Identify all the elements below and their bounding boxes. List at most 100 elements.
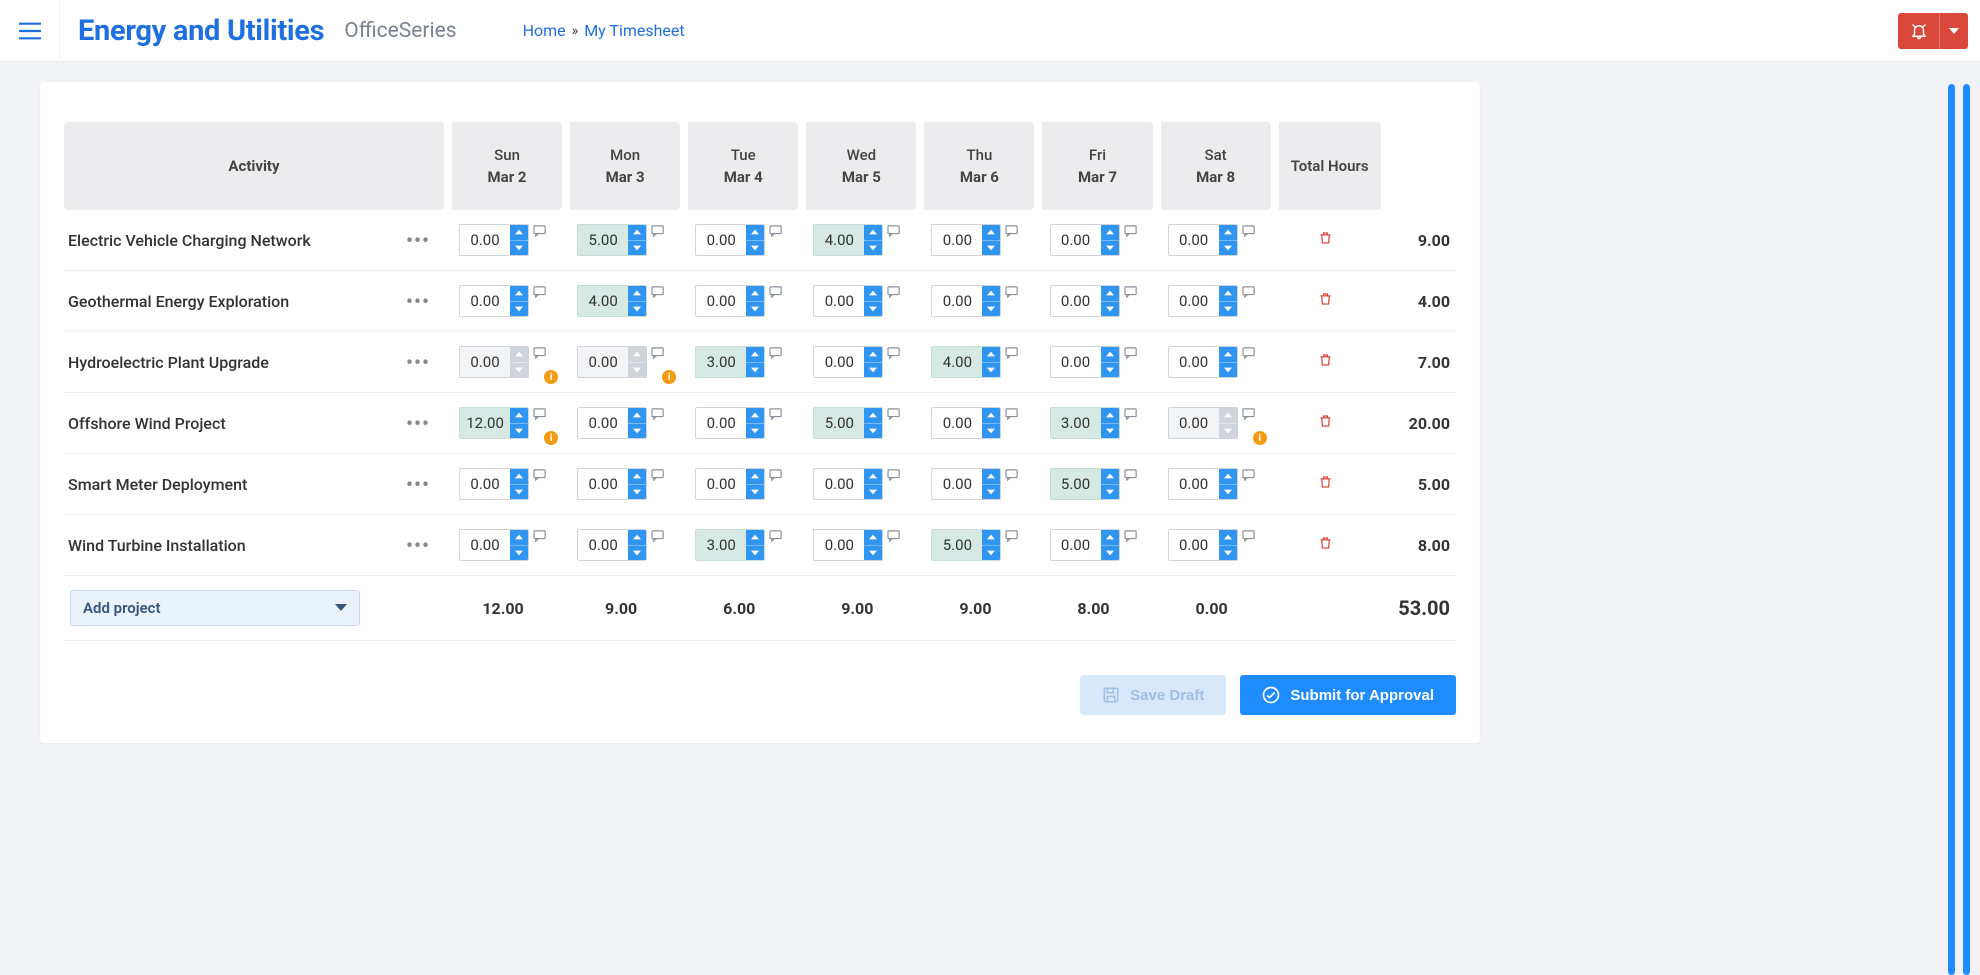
- info-icon[interactable]: i: [544, 431, 558, 445]
- save-draft-button[interactable]: Save Draft: [1080, 675, 1226, 715]
- hour-input[interactable]: [578, 530, 628, 560]
- hour-input[interactable]: [578, 469, 628, 499]
- note-icon[interactable]: [769, 225, 783, 237]
- notifications-button[interactable]: [1898, 13, 1968, 49]
- step-up-button[interactable]: [864, 530, 882, 545]
- step-up-button[interactable]: [982, 286, 1000, 301]
- note-icon[interactable]: [769, 286, 783, 298]
- row-menu-button[interactable]: •••: [398, 533, 438, 557]
- note-icon[interactable]: [887, 469, 901, 481]
- step-down-button[interactable]: [864, 545, 882, 561]
- hour-input[interactable]: [814, 286, 864, 316]
- hour-input[interactable]: [1169, 347, 1219, 377]
- note-icon[interactable]: [1005, 347, 1019, 359]
- step-up-button[interactable]: [864, 408, 882, 423]
- hour-input[interactable]: [1051, 225, 1101, 255]
- note-icon[interactable]: [533, 347, 547, 359]
- note-icon[interactable]: [1124, 469, 1138, 481]
- step-down-button[interactable]: [1219, 545, 1237, 561]
- hour-input[interactable]: [696, 530, 746, 560]
- hour-input[interactable]: [814, 347, 864, 377]
- hour-input[interactable]: [1051, 469, 1101, 499]
- hour-input[interactable]: [1169, 408, 1219, 438]
- step-down-button[interactable]: [1101, 362, 1119, 378]
- step-up-button[interactable]: [1219, 286, 1237, 301]
- step-up-button[interactable]: [746, 225, 764, 240]
- note-icon[interactable]: [1005, 408, 1019, 420]
- menu-button[interactable]: [0, 0, 60, 62]
- step-down-button[interactable]: [1101, 423, 1119, 439]
- step-down-button[interactable]: [510, 484, 528, 500]
- row-menu-button[interactable]: •••: [398, 228, 438, 252]
- note-icon[interactable]: [769, 469, 783, 481]
- step-down-button[interactable]: [746, 240, 764, 256]
- hour-input[interactable]: [578, 225, 628, 255]
- step-down-button[interactable]: [746, 423, 764, 439]
- note-icon[interactable]: [769, 530, 783, 542]
- step-up-button[interactable]: [864, 469, 882, 484]
- note-icon[interactable]: [651, 347, 665, 359]
- hour-input[interactable]: [1051, 408, 1101, 438]
- hour-input[interactable]: [1169, 469, 1219, 499]
- hour-input[interactable]: [696, 225, 746, 255]
- delete-row-button[interactable]: [1318, 474, 1333, 490]
- step-down-button[interactable]: [982, 362, 1000, 378]
- step-up-button[interactable]: [864, 347, 882, 362]
- step-down-button[interactable]: [1219, 240, 1237, 256]
- note-icon[interactable]: [1242, 286, 1256, 298]
- step-down-button[interactable]: [628, 301, 646, 317]
- hour-input[interactable]: [1169, 286, 1219, 316]
- step-down-button[interactable]: [510, 240, 528, 256]
- hour-input[interactable]: [932, 347, 982, 377]
- bell-icon[interactable]: [1898, 13, 1940, 49]
- step-down-button[interactable]: [510, 545, 528, 561]
- note-icon[interactable]: [651, 408, 665, 420]
- step-up-button[interactable]: [1101, 347, 1119, 362]
- notifications-caret[interactable]: [1940, 13, 1968, 49]
- step-down-button[interactable]: [864, 301, 882, 317]
- step-up-button[interactable]: [1101, 469, 1119, 484]
- step-down-button[interactable]: [864, 362, 882, 378]
- hour-input[interactable]: [460, 530, 510, 560]
- note-icon[interactable]: [887, 225, 901, 237]
- step-down-button[interactable]: [628, 545, 646, 561]
- step-up-button[interactable]: [982, 225, 1000, 240]
- step-up-button[interactable]: [1219, 530, 1237, 545]
- info-icon[interactable]: i: [662, 370, 676, 384]
- hour-input[interactable]: [696, 469, 746, 499]
- note-icon[interactable]: [1005, 225, 1019, 237]
- note-icon[interactable]: [533, 225, 547, 237]
- step-down-button[interactable]: [746, 545, 764, 561]
- hour-input[interactable]: [578, 347, 628, 377]
- step-down-button[interactable]: [1101, 484, 1119, 500]
- note-icon[interactable]: [887, 530, 901, 542]
- row-menu-button[interactable]: •••: [398, 350, 438, 374]
- step-up-button[interactable]: [746, 286, 764, 301]
- hour-input[interactable]: [932, 225, 982, 255]
- step-up-button[interactable]: [628, 408, 646, 423]
- step-down-button[interactable]: [1219, 362, 1237, 378]
- note-icon[interactable]: [1124, 286, 1138, 298]
- breadcrumb-current[interactable]: My Timesheet: [584, 21, 684, 40]
- hour-input[interactable]: [1169, 530, 1219, 560]
- step-up-button[interactable]: [510, 469, 528, 484]
- note-icon[interactable]: [533, 286, 547, 298]
- note-icon[interactable]: [651, 225, 665, 237]
- hour-input[interactable]: [578, 286, 628, 316]
- step-up-button[interactable]: [510, 408, 528, 423]
- hour-input[interactable]: [578, 408, 628, 438]
- step-down-button[interactable]: [1101, 301, 1119, 317]
- delete-row-button[interactable]: [1318, 413, 1333, 429]
- step-down-button[interactable]: [1219, 484, 1237, 500]
- hour-input[interactable]: [460, 408, 510, 438]
- hour-input[interactable]: [932, 530, 982, 560]
- row-menu-button[interactable]: •••: [398, 411, 438, 435]
- step-up-button[interactable]: [746, 530, 764, 545]
- hour-input[interactable]: [460, 347, 510, 377]
- hour-input[interactable]: [460, 225, 510, 255]
- step-up-button[interactable]: [746, 469, 764, 484]
- hour-input[interactable]: [814, 408, 864, 438]
- submit-approval-button[interactable]: Submit for Approval: [1240, 675, 1456, 715]
- hour-input[interactable]: [696, 286, 746, 316]
- note-icon[interactable]: [1242, 347, 1256, 359]
